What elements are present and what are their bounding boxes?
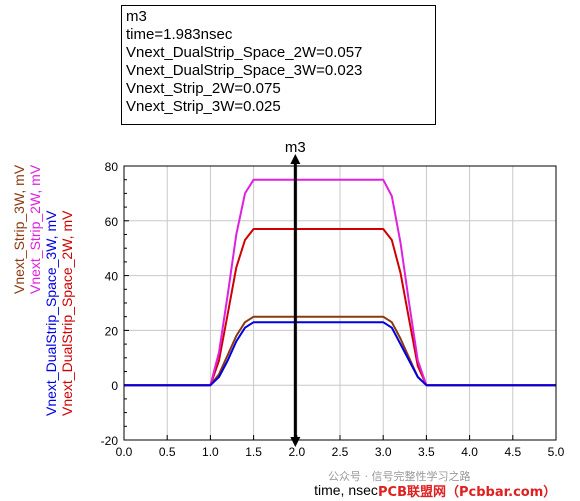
series-lines: [124, 178, 556, 387]
x-tick-label: 4.0: [461, 445, 478, 459]
y-axis-label-strip-2w: Vnext_Strip_2W, mV: [27, 164, 43, 294]
x-tick-label: 3.5: [418, 445, 435, 459]
x-tick-label: 0.5: [159, 445, 176, 459]
x-ticks: 0.0 0.5 1.0 1.5 2.0 2.5 3.0 3.5 4.0 4.5 5.0: [116, 435, 565, 459]
y-tick-label: 20: [105, 324, 119, 338]
x-tick-label: 2.0: [288, 445, 305, 459]
marker-layer: m3: [285, 139, 306, 447]
readout-value: Vnext_DualStrip_Space_3W=0.023: [126, 62, 363, 79]
series-line: [124, 228, 556, 387]
x-tick-label: 0.0: [116, 445, 133, 459]
y-axis-label-dualstrip-3w: Vnext_DualStrip_Space_3W, mV: [43, 210, 59, 416]
y-ticks: -20 0 20 40 60 80: [101, 160, 129, 448]
plot-frame: [123, 165, 557, 441]
x-tick-label: 1.5: [245, 445, 262, 459]
y-tick-label: 80: [105, 160, 119, 174]
x-tick-label: 3.0: [375, 445, 392, 459]
marker-label: m3: [285, 139, 306, 156]
readout-value: Vnext_Strip_2W=0.075: [126, 80, 281, 97]
y-tick-label: -20: [101, 434, 119, 448]
y-tick-label: 0: [111, 379, 118, 393]
y-axis-label-dualstrip-2w: Vnext_DualStrip_Space_2W, mV: [59, 210, 75, 416]
grid: [123, 165, 557, 441]
readout-value: Vnext_Strip_3W=0.025: [126, 98, 281, 115]
marker-arrow-top: [290, 154, 301, 164]
watermark-account: 公众号 · 信号完整性学习之路: [328, 470, 471, 483]
y-tick-label: 40: [105, 270, 119, 284]
readout-time: time=1.983nsec: [126, 26, 233, 43]
marker-readout: m3 time=1.983nsec Vnext_DualStrip_Space_…: [121, 5, 436, 125]
x-tick-label: 1.0: [202, 445, 219, 459]
readout-value: Vnext_DualStrip_Space_2W=0.057: [126, 44, 363, 61]
readout-marker-name: m3: [126, 8, 147, 25]
x-tick-label: 4.5: [504, 445, 521, 459]
x-tick-label: 5.0: [548, 445, 565, 459]
series-line: [124, 321, 556, 387]
x-axis-label: time, nsec: [314, 482, 378, 498]
y-axis-label-strip-3w: Vnext_Strip_3W, mV: [11, 164, 27, 294]
x-tick-label: 2.5: [332, 445, 349, 459]
watermark-site: PCB联盟网（Pcbbar.com）: [378, 485, 557, 500]
series-line: [124, 178, 556, 387]
y-tick-label: 60: [105, 215, 119, 229]
